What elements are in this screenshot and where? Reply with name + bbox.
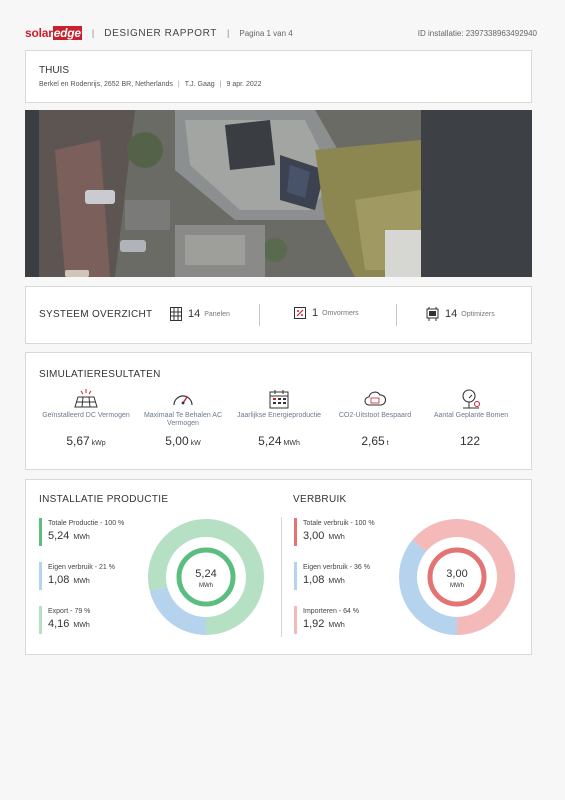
production-total: Totale Productie - 100 % 5,24 MWh xyxy=(39,518,124,546)
legend-value: 3,00 MWh xyxy=(303,530,345,542)
sim-co2-saved: CO2-Uitstoot Bespaard 2,65 t xyxy=(328,389,422,448)
consumption-self-consumption: Eigen verbruik - 36 % 1,08 MWh xyxy=(294,562,370,590)
donut-total-ring xyxy=(427,547,487,607)
header-divider: | xyxy=(91,28,95,38)
donut-slice xyxy=(149,586,206,635)
solaredge-logo: solaredge xyxy=(25,26,82,40)
site-details: Berkel en Rodenrijs, 2652 BR, Netherland… xyxy=(39,81,262,88)
donut-slice xyxy=(148,519,264,635)
divider xyxy=(259,304,260,326)
legend-label: Eigen verbruik - 21 % xyxy=(48,564,115,571)
divider xyxy=(396,304,397,326)
header-divider: | xyxy=(227,28,230,38)
system-overview-title: SYSTEEM OVERZICHT xyxy=(39,309,153,320)
sim-value: 5,67 kWp xyxy=(66,434,106,448)
cloud-co2-icon xyxy=(328,389,422,411)
overview-optimizers: 14 Optimizers xyxy=(426,307,495,321)
donut-center-value: 3,00 xyxy=(446,568,467,580)
sim-trees-planted: Aantal Geplante Bomen 122 xyxy=(424,389,518,448)
simulation-title: SIMULATIERESULTATEN xyxy=(39,369,161,380)
sim-label: CO2-Uitstoot Bespaard xyxy=(338,412,412,419)
legend-value: 1,08 MWh xyxy=(48,574,90,586)
sim-label: Jaarlijkse Energieproductie xyxy=(236,412,322,419)
production-self-consumption: Eigen verbruik - 21 % 1,08 MWh xyxy=(39,562,115,590)
production-donut-chart: 5,24 MWh xyxy=(148,519,264,635)
tree-icon xyxy=(424,389,518,411)
aerial-photo xyxy=(25,110,532,277)
production-title: INSTALLATIE PRODUCTIE xyxy=(39,494,169,505)
divider: | xyxy=(177,81,180,88)
sim-ac-power: Maximaal Te Behalen AC Vermogen 5,00 kW xyxy=(136,389,230,448)
site-address: Berkel en Rodenrijs, 2652 BR, Netherland… xyxy=(39,81,173,88)
aerial-roof-image xyxy=(25,110,532,277)
speedometer-icon xyxy=(136,389,230,411)
solar-panel-icon xyxy=(39,389,133,411)
donut-total-ring xyxy=(176,547,236,607)
report-title: DESIGNER RAPPORT xyxy=(104,27,218,39)
legend-label: Totale verbruik - 100 % xyxy=(303,520,375,527)
site-designer: T.J. Gaag xyxy=(184,81,215,88)
inverter-count: 1 xyxy=(312,307,319,319)
overview-panels: 14 Panelen xyxy=(170,307,230,321)
consumption-import: Importeren - 64 % 1,92 MWh xyxy=(294,606,359,634)
sim-label: Aantal Geplante Bomen xyxy=(433,412,509,419)
optimizer-count: 14 xyxy=(445,308,458,320)
calendar-icon xyxy=(232,389,326,411)
sim-label: Geïnstalleerd DC Vermogen xyxy=(42,412,130,419)
inverter-icon xyxy=(294,307,306,319)
legend-label: Eigen verbruik - 36 % xyxy=(303,564,370,571)
page-indicator: Pagina 1 van 4 xyxy=(239,28,293,38)
donut-center-value: 5,24 xyxy=(195,568,216,580)
sim-dc-power: Geïnstalleerd DC Vermogen 5,67 kWp xyxy=(39,389,133,448)
legend-label: Importeren - 64 % xyxy=(303,608,360,615)
overview-inverters: 1 Omvormers xyxy=(294,307,359,319)
section-divider xyxy=(281,517,282,637)
legend-value: 4,16 MWh xyxy=(48,618,90,630)
sim-value: 2,65 t xyxy=(361,434,389,448)
system-overview-card: SYSTEEM OVERZICHT 14 Panelen 1 Omvormers… xyxy=(25,286,532,344)
legend-value: 1,92 MWh xyxy=(303,618,345,630)
panel-count: 14 xyxy=(188,308,201,320)
legend-value: 5,24 MWh xyxy=(48,530,90,542)
sim-value: 122 xyxy=(459,434,481,448)
consumption-title: VERBRUIK xyxy=(293,494,347,505)
donut-slice xyxy=(412,519,515,635)
site-date: 9 apr. 2022 xyxy=(226,81,262,88)
inverter-label: Omvormers xyxy=(322,309,359,317)
sim-value: 5,00 kW xyxy=(165,434,201,448)
donut-center-unit: MWh xyxy=(450,583,464,589)
site-info-card: THUIS Berkel en Rodenrijs, 2652 BR, Neth… xyxy=(25,50,532,103)
consumption-total: Totale verbruik - 100 % 3,00 MWh xyxy=(294,518,375,546)
sim-value: 5,24 MWh xyxy=(258,434,300,448)
simulation-results-card: SIMULATIERESULTATEN Geïnstalleerd DC Ver… xyxy=(25,352,532,470)
optimizer-icon xyxy=(426,307,439,321)
divider: | xyxy=(219,81,222,88)
site-name: THUIS xyxy=(39,65,69,76)
legend-value: 1,08 MWh xyxy=(303,574,345,586)
donut-slice xyxy=(399,540,457,635)
panel-label: Panelen xyxy=(204,310,230,318)
optimizer-label: Optimizers xyxy=(461,310,495,318)
consumption-donut-chart: 3,00 MWh xyxy=(399,519,515,635)
production-consumption-card: INSTALLATIE PRODUCTIE VERBRUIK Totale Pr… xyxy=(25,479,532,655)
legend-label: Export - 79 % xyxy=(48,608,91,615)
sim-label: Maximaal Te Behalen AC Vermogen xyxy=(143,412,223,427)
panel-grid-icon xyxy=(170,307,182,321)
sim-annual-energy: Jaarlijkse Energieproductie 5,24 MWh xyxy=(232,389,326,448)
report-header: solaredge | DESIGNER RAPPORT | Pagina 1 … xyxy=(25,20,537,46)
installation-id: ID installatie: 2397338963492940 xyxy=(417,28,537,38)
legend-label: Totale Productie - 100 % xyxy=(48,520,125,527)
donut-center-unit: MWh xyxy=(199,583,213,589)
production-export: Export - 79 % 4,16 MWh xyxy=(39,606,90,634)
